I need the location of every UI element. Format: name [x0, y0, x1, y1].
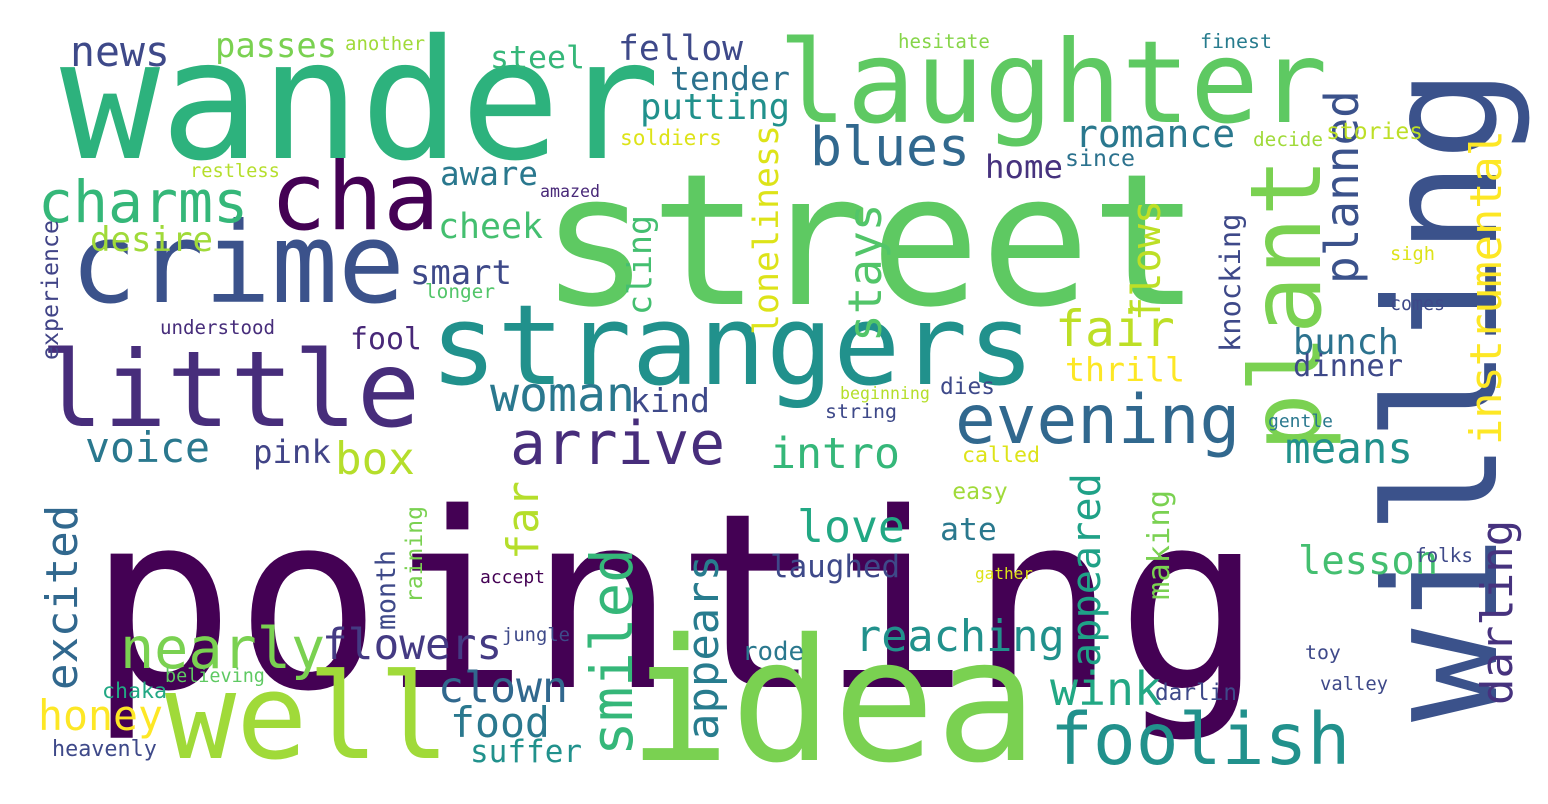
word-instrumental: instrumental	[1462, 129, 1513, 445]
word-intro: intro	[770, 429, 900, 480]
word-month: month	[370, 550, 402, 630]
word-laughter: laughter	[778, 15, 1328, 149]
word-appeared: appeared	[1064, 473, 1111, 667]
word-making: making	[1141, 489, 1177, 600]
word-fellow: fellow	[618, 28, 744, 69]
word-dinner: dinner	[1293, 349, 1404, 385]
word-knocking: knocking	[1213, 213, 1248, 352]
word-means: means	[1285, 425, 1413, 475]
word-charms: charms	[38, 168, 249, 237]
word-finest: finest	[1200, 29, 1273, 54]
word-believing: believing	[165, 665, 265, 687]
word-experience: experience	[37, 220, 65, 360]
word-darling: darling	[1472, 519, 1524, 705]
word-wander: wander	[60, 5, 661, 199]
word-fool: fool	[350, 321, 422, 357]
word-understood: understood	[160, 316, 275, 340]
word-wink: wink	[1050, 661, 1162, 716]
word-since: since	[1065, 145, 1135, 173]
word-cha: cha	[270, 143, 440, 253]
word-rode: rode	[742, 636, 804, 667]
word-raining: raining	[401, 506, 428, 604]
word-romance: romance	[1075, 112, 1236, 157]
word-string: string	[825, 399, 898, 424]
word-passes: passes	[215, 25, 338, 65]
word-chaka: chaka	[102, 679, 167, 705]
word-news: news	[70, 27, 170, 77]
word-pink: pink	[253, 433, 331, 472]
word-street: street	[540, 135, 1201, 349]
word-foolish: foolish	[1050, 698, 1351, 782]
word-woman: woman	[490, 366, 635, 423]
word-excited: excited	[36, 504, 88, 690]
word-suffer: suffer	[470, 733, 583, 770]
word-hesitate: hesitate	[898, 31, 990, 54]
word-soldiers: soldiers	[620, 125, 722, 151]
word-stories: stories	[1326, 118, 1424, 145]
word-pointing: pointing	[88, 460, 1264, 745]
word-reaching: reaching	[855, 611, 1065, 662]
word-food: food	[450, 697, 550, 747]
word-tender: tender	[670, 59, 791, 99]
word-love: love	[797, 500, 905, 554]
word-smart: smart	[410, 252, 512, 292]
word-smiled: smiled	[579, 548, 647, 757]
word-toy: toy	[1305, 641, 1341, 665]
word-home: home	[985, 147, 1063, 186]
word-amazed: amazed	[540, 181, 600, 201]
word-well: well	[165, 648, 450, 787]
word-jungle: jungle	[502, 624, 571, 646]
word-flowers: flowers	[322, 619, 503, 670]
word-restless: restless	[190, 160, 280, 182]
word-darlin: darlin	[1155, 679, 1238, 706]
word-comes: comes	[1390, 293, 1445, 315]
word-called: called	[962, 443, 1041, 469]
word-gentle: gentle	[1268, 410, 1334, 432]
word-clown: clown	[438, 663, 568, 714]
word-nearly: nearly	[120, 616, 326, 683]
word-another: another	[345, 33, 426, 56]
word-crime: crime	[70, 200, 405, 330]
word-sigh: sigh	[1390, 243, 1435, 265]
word-longer: longer	[425, 280, 495, 304]
word-beginning: beginning	[840, 383, 930, 403]
word-appears: appears	[678, 554, 730, 740]
word-far: far	[498, 480, 550, 560]
word-laughed: laughed	[770, 549, 901, 586]
word-ate: ate	[940, 511, 997, 548]
word-little: little	[40, 328, 421, 452]
word-folks: folks	[1415, 544, 1473, 568]
word-steel: steel	[490, 40, 585, 77]
word-putting: putting	[640, 86, 791, 128]
word-bunch: bunch	[1293, 321, 1399, 363]
word-lesson: lesson	[1298, 539, 1439, 585]
word-accept: accept	[480, 566, 546, 588]
word-heavenly: heavenly	[52, 737, 157, 763]
word-idea: idea	[628, 603, 1038, 802]
word-flows: flows	[1124, 199, 1171, 321]
word-fair: fair	[1055, 300, 1175, 359]
word-thrill: thrill	[1065, 350, 1186, 390]
word-dies: dies	[940, 373, 995, 400]
word-stays: stays	[838, 203, 892, 342]
word-strangers: strangers	[430, 281, 1035, 412]
word-valley: valley	[1320, 673, 1389, 695]
word-decide: decide	[1253, 128, 1323, 152]
word-cling: cling	[620, 215, 660, 315]
word-box: box	[335, 433, 415, 485]
word-easy: easy	[952, 478, 1008, 505]
word-evening: evening	[955, 380, 1241, 460]
word-honey: honey	[38, 690, 163, 740]
word-arrive: arrive	[510, 409, 726, 479]
word-cheek: cheek	[438, 207, 543, 248]
word-desire: desire	[90, 219, 214, 260]
word-voice: voice	[85, 422, 210, 472]
word-blues: blues	[810, 115, 970, 178]
word-loneliness: loneliness	[746, 125, 787, 335]
word-kind: kind	[630, 380, 710, 420]
word-aware: aware	[440, 155, 538, 194]
word-gather: gather	[975, 563, 1033, 583]
